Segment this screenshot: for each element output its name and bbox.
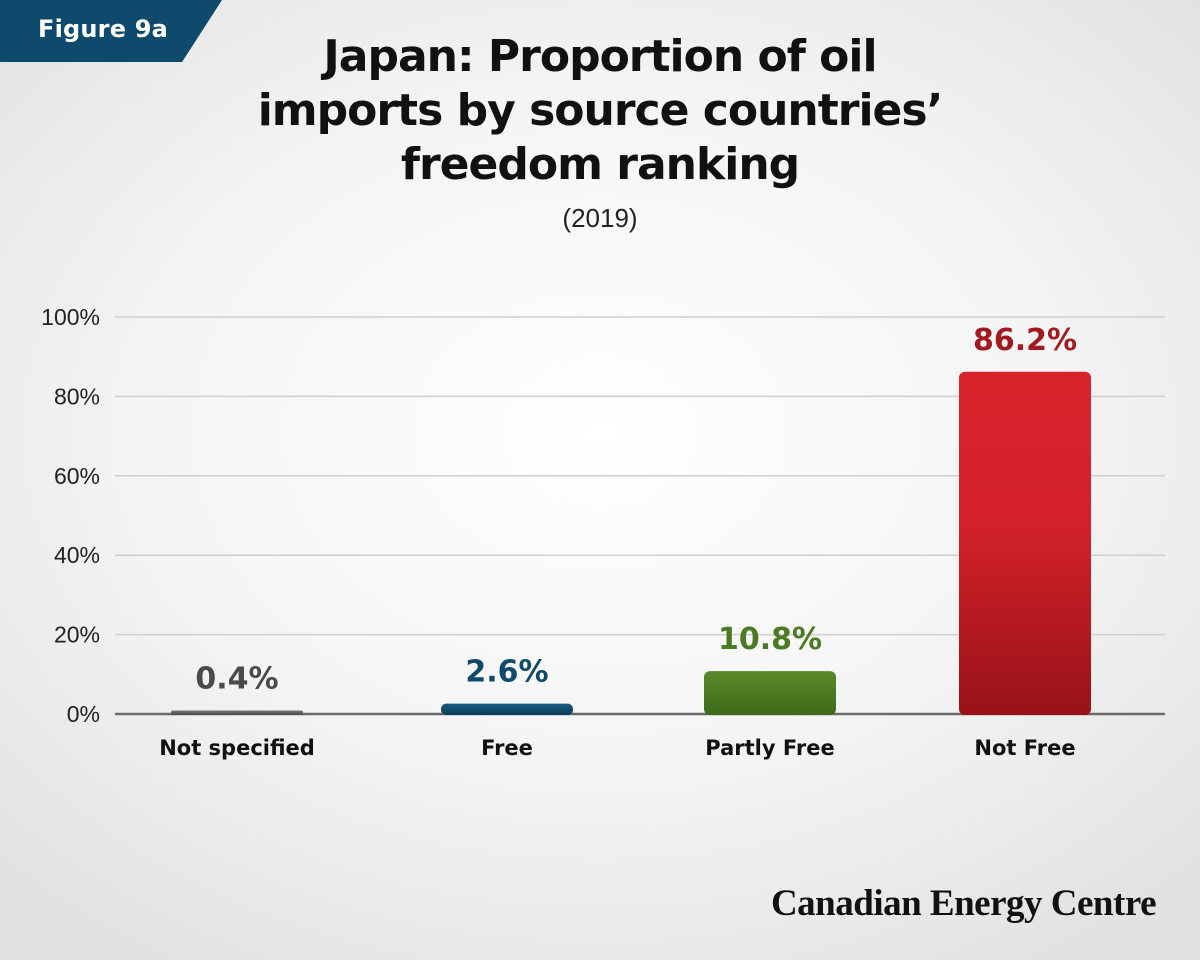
y-tick-label-40: 40% xyxy=(54,542,100,568)
bar-free xyxy=(441,703,573,715)
x-tick-label-not-free: Not Free xyxy=(974,736,1075,760)
bar-not-free xyxy=(959,371,1091,715)
y-tick-label-80: 80% xyxy=(54,383,100,409)
data-label-not-specified: 0.4% xyxy=(195,662,278,697)
y-tick-label-0: 0% xyxy=(67,701,100,727)
bar-partly-free xyxy=(704,671,836,715)
chart-title-line-2: imports by source countries’ xyxy=(257,85,944,136)
x-tick-label-not-specified: Not specified xyxy=(159,736,315,760)
chart-title-line-1: Japan: Proportion of oil xyxy=(323,31,877,82)
data-label-free: 2.6% xyxy=(465,655,548,690)
y-tick-label-100: 100% xyxy=(41,304,100,330)
figure-tag: Figure 9a xyxy=(0,0,222,62)
data-label-partly-free: 10.8% xyxy=(718,622,822,657)
chart-title: Japan: Proportion of oil imports by sour… xyxy=(150,30,1050,192)
canadian-energy-centre-logo: Canadian Energy Centre xyxy=(770,883,1157,924)
x-tick-label-free: Free xyxy=(481,736,533,760)
data-label-not-free: 86.2% xyxy=(973,323,1077,358)
y-tick-label-20: 20% xyxy=(54,622,100,648)
x-tick-label-partly-free: Partly Free xyxy=(705,736,834,760)
y-tick-label-60: 60% xyxy=(54,463,100,489)
chart-subtitle: (2019) xyxy=(562,203,638,233)
figure-tag-label: Figure 9a xyxy=(38,15,169,43)
bar-not-specified xyxy=(171,710,303,715)
chart-title-line-3: freedom ranking xyxy=(400,139,800,190)
